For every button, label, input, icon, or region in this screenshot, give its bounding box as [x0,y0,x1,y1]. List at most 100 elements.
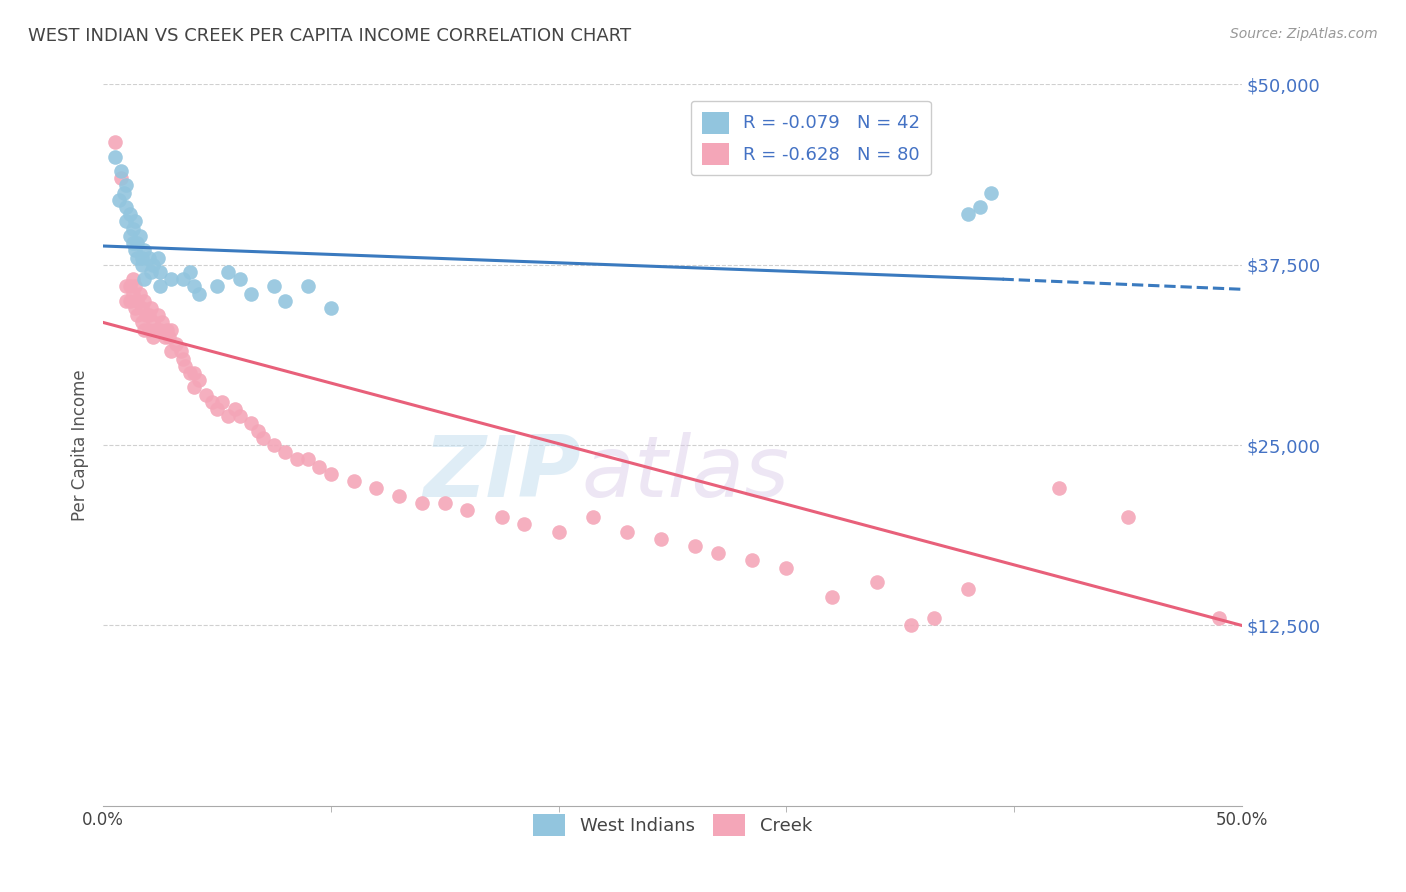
Point [156,323,179,337]
Point [112,186,135,200]
Point [741,553,763,567]
Point [179,366,201,380]
Point [127,236,149,251]
Point [229,409,252,424]
Point [160,272,183,286]
Point [142,258,165,272]
Legend: West Indians, Creek: West Indians, Creek [526,807,820,844]
Point [142,315,165,329]
Point [388,489,411,503]
Point [433,496,456,510]
Point [217,265,239,279]
Point [120,228,142,243]
Point [650,532,672,546]
Point [491,510,513,524]
Point [145,323,167,337]
Point [110,171,132,186]
Text: ZIP: ZIP [423,433,581,516]
Point [707,546,730,560]
Point [149,265,172,279]
Point [1049,481,1071,495]
Point [246,424,269,438]
Point [969,200,991,214]
Point [1116,510,1139,524]
Text: WEST INDIAN VS CREEK PER CAPITA INCOME CORRELATION CHART: WEST INDIAN VS CREEK PER CAPITA INCOME C… [28,27,631,45]
Point [157,330,180,344]
Point [160,344,183,359]
Point [169,344,191,359]
Point [138,251,160,265]
Point [183,380,205,394]
Point [124,301,146,315]
Point [132,323,155,337]
Point [174,359,197,373]
Point [103,150,125,164]
Point [121,286,143,301]
Point [183,366,205,380]
Point [683,539,706,553]
Point [513,517,536,532]
Point [187,286,209,301]
Point [211,394,233,409]
Point [297,279,319,293]
Point [115,214,138,228]
Point [115,293,138,308]
Point [274,445,297,459]
Point [411,496,433,510]
Point [124,244,146,258]
Y-axis label: Per Capita Income: Per Capita Income [72,369,89,521]
Point [217,409,239,424]
Point [229,272,252,286]
Point [146,308,169,322]
Point [149,279,172,293]
Point [297,452,319,467]
Point [131,258,153,272]
Point [582,510,605,524]
Point [142,330,165,344]
Point [160,323,183,337]
Point [775,560,797,574]
Point [121,236,143,251]
Point [922,611,945,625]
Text: atlas: atlas [581,433,789,516]
Point [866,575,889,590]
Point [149,323,172,337]
Point [115,279,138,293]
Point [172,351,194,366]
Point [110,164,132,178]
Point [115,200,138,214]
Point [124,279,146,293]
Point [957,207,980,221]
Point [263,279,285,293]
Point [179,265,201,279]
Point [150,315,173,329]
Point [240,417,263,431]
Point [138,308,160,322]
Point [456,503,478,517]
Point [252,431,274,445]
Point [132,293,155,308]
Point [240,286,263,301]
Point [135,308,157,322]
Point [342,474,364,488]
Point [980,186,1002,200]
Point [957,582,980,597]
Point [115,178,138,193]
Point [165,337,187,351]
Point [127,308,149,322]
Point [139,301,162,315]
Point [821,590,844,604]
Point [366,481,388,495]
Point [138,323,160,337]
Point [108,193,131,207]
Point [128,228,150,243]
Point [146,251,169,265]
Point [172,272,194,286]
Point [120,207,142,221]
Point [547,524,569,539]
Point [127,251,149,265]
Point [139,265,162,279]
Point [153,330,176,344]
Point [124,214,146,228]
Point [128,286,150,301]
